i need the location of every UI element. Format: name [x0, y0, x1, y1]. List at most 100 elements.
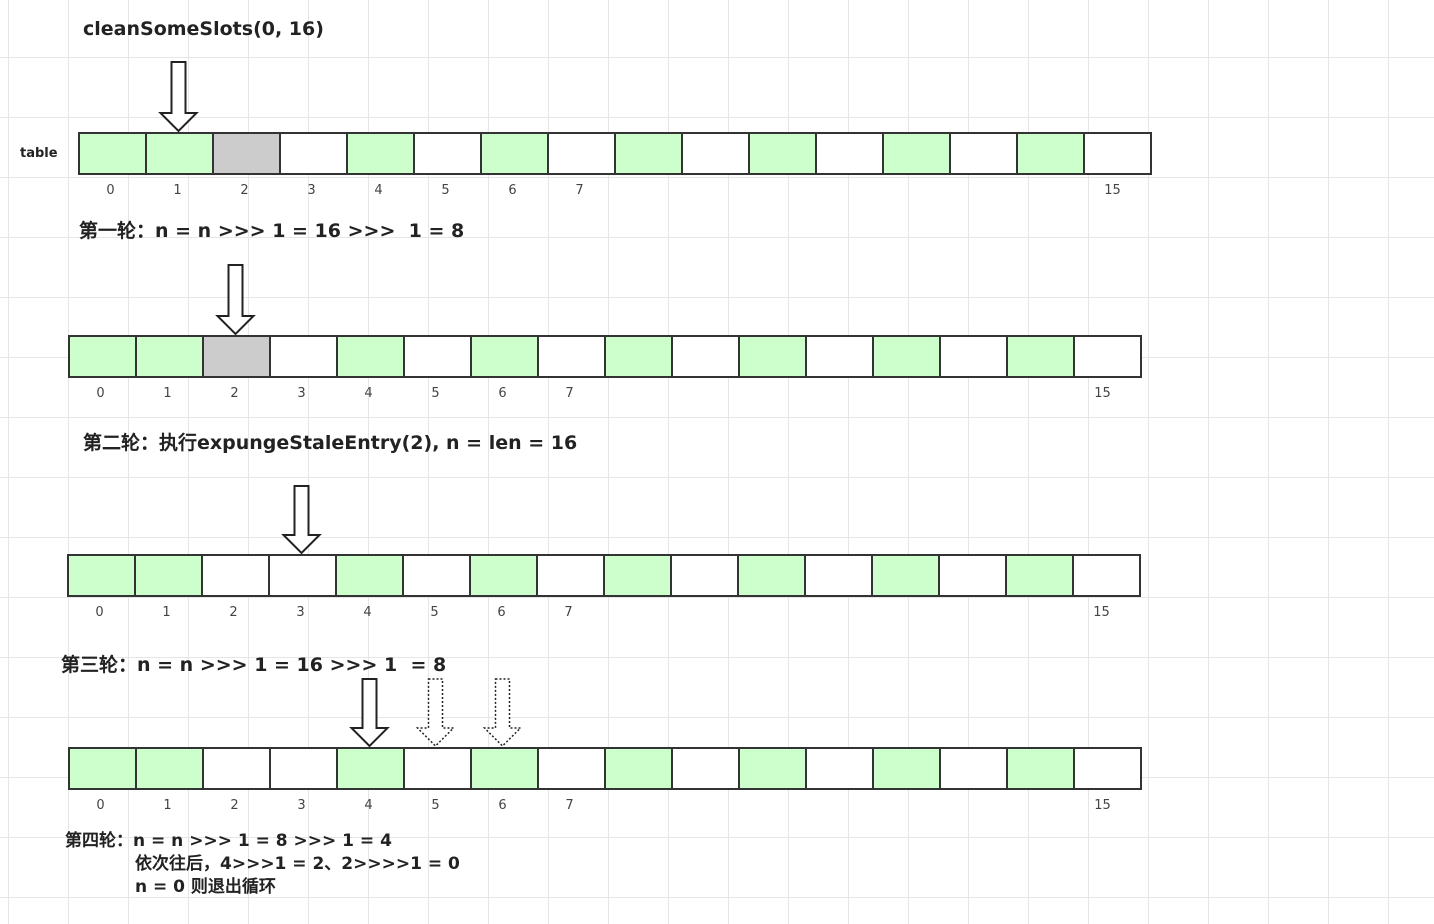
slot-5-empty [403, 335, 472, 378]
caption-round4-line3: n = 0 则退出循环 [135, 877, 276, 897]
slot-index-label: 1 [163, 386, 171, 401]
slot-index-label: 7 [565, 386, 573, 401]
dotted-pointer-arrow-icon [415, 678, 456, 748]
slot-9-empty [670, 554, 739, 597]
slot-3-empty [279, 132, 348, 175]
slot-8-occupied [603, 554, 672, 597]
slot-14-occupied [1005, 554, 1074, 597]
slot-14-occupied [1006, 335, 1075, 378]
slot-3-empty [268, 554, 337, 597]
slot-6-occupied [480, 132, 549, 175]
slot-index-label: 15 [1094, 386, 1111, 401]
slot-12-occupied [872, 747, 941, 790]
slot-10-occupied [748, 132, 817, 175]
slot-index-label: 6 [498, 798, 506, 813]
slot-index-label: 1 [163, 798, 171, 813]
slot-4-occupied [336, 747, 405, 790]
slot-15-empty [1073, 335, 1142, 378]
caption-round4-line1: 第四轮：n = n >>> 1 = 8 >>> 1 = 4 [65, 831, 392, 851]
slot-index-label: 4 [364, 386, 372, 401]
slot-index-label: 4 [364, 798, 372, 813]
pointer-arrow-icon [158, 61, 199, 133]
slot-1-occupied [135, 335, 204, 378]
slot-table-4: 0 1 2 3 4 5 6 7 15 [68, 747, 1142, 813]
slot-12-occupied [871, 554, 940, 597]
slot-12-occupied [872, 335, 941, 378]
slot-9-empty [671, 335, 740, 378]
slot-3-empty [269, 335, 338, 378]
slot-12-occupied [882, 132, 951, 175]
slot-index-label: 0 [96, 386, 104, 401]
slot-13-empty [939, 335, 1008, 378]
slot-8-occupied [604, 335, 673, 378]
slot-15-empty [1083, 132, 1152, 175]
slot-index-label: 4 [363, 605, 371, 620]
slot-6-occupied [469, 554, 538, 597]
slot-index-label: 15 [1093, 605, 1110, 620]
slot-2-empty [201, 554, 270, 597]
slot-2-stale [202, 335, 271, 378]
slot-index-label: 2 [230, 386, 238, 401]
caption-round2: 第二轮：执行expungeStaleEntry(2), n = len = 16 [83, 432, 578, 454]
slot-index-label: 5 [441, 183, 449, 198]
slot-11-empty [804, 554, 873, 597]
slot-0-occupied [78, 132, 147, 175]
slot-1-occupied [145, 132, 214, 175]
slot-2-stale [212, 132, 281, 175]
slot-5-empty [403, 747, 472, 790]
slot-2-empty [202, 747, 271, 790]
slot-index-label: 2 [229, 605, 237, 620]
pointer-arrow-icon [281, 485, 322, 555]
slot-table-3: 0 1 2 3 4 5 6 7 15 [67, 554, 1141, 620]
slot-index-label: 1 [173, 183, 181, 198]
slot-index-label: 2 [240, 183, 248, 198]
slot-1-occupied [134, 554, 203, 597]
slot-8-occupied [614, 132, 683, 175]
slot-0-occupied [67, 554, 136, 597]
pointer-arrow-icon [215, 264, 256, 336]
slot-10-occupied [738, 335, 807, 378]
slot-index-label: 6 [497, 605, 505, 620]
caption-round3: 第三轮：n = n >>> 1 = 16 >>> 1 = 8 [61, 654, 447, 676]
slot-index-label: 0 [96, 798, 104, 813]
caption-round1: 第一轮：n = n >>> 1 = 16 >>> 1 = 8 [79, 220, 465, 242]
slot-index-label: 4 [374, 183, 382, 198]
slot-6-occupied [470, 747, 539, 790]
slot-index-label: 15 [1094, 798, 1111, 813]
slot-index-label: 15 [1104, 183, 1121, 198]
slot-index-label: 3 [296, 605, 304, 620]
slot-15-empty [1073, 747, 1142, 790]
slot-13-empty [949, 132, 1018, 175]
slot-3-empty [269, 747, 338, 790]
slot-7-empty [537, 335, 606, 378]
slot-10-occupied [738, 747, 807, 790]
slot-9-empty [681, 132, 750, 175]
caption-round4-line2: 依次往后，4>>>1 = 2、2>>>>1 = 0 [135, 854, 460, 874]
slot-4-occupied [335, 554, 404, 597]
slot-7-empty [537, 747, 606, 790]
slot-4-occupied [346, 132, 415, 175]
slot-index-label: 7 [564, 605, 572, 620]
dotted-pointer-arrow-icon [482, 678, 523, 748]
pointer-arrow-icon [349, 678, 390, 748]
slot-4-occupied [336, 335, 405, 378]
slot-11-empty [805, 747, 874, 790]
table-label: table [20, 146, 58, 161]
slot-index-label: 5 [430, 605, 438, 620]
slot-table-1: 0 1 2 3 4 5 6 7 15 [78, 132, 1152, 198]
slot-index-label: 0 [95, 605, 103, 620]
slot-index-label: 3 [307, 183, 315, 198]
slot-index-label: 5 [431, 386, 439, 401]
slot-index-label: 0 [106, 183, 114, 198]
slot-index-label: 6 [508, 183, 516, 198]
slot-6-occupied [470, 335, 539, 378]
slot-15-empty [1072, 554, 1141, 597]
slot-index-label: 7 [575, 183, 583, 198]
slot-index-label: 7 [565, 798, 573, 813]
diagram-title: cleanSomeSlots(0, 16) [83, 18, 324, 40]
slot-10-occupied [737, 554, 806, 597]
slot-14-occupied [1006, 747, 1075, 790]
slot-13-empty [938, 554, 1007, 597]
slot-0-occupied [68, 747, 137, 790]
